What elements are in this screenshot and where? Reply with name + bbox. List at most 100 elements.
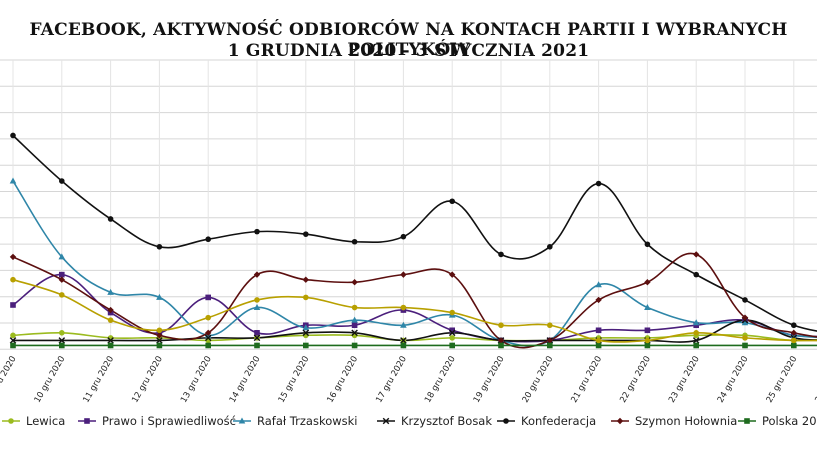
data-point bbox=[400, 321, 407, 328]
data-point bbox=[400, 342, 407, 349]
data-point bbox=[205, 314, 211, 321]
data-point bbox=[205, 342, 211, 349]
data-point bbox=[59, 178, 65, 184]
legend-marker bbox=[382, 417, 390, 425]
data-point bbox=[449, 309, 456, 316]
data-point bbox=[9, 337, 17, 344]
x-tick-label: 10 gru 2020 bbox=[33, 355, 68, 405]
legend-item: Szymon Hołownia bbox=[611, 414, 737, 428]
data-point bbox=[742, 335, 748, 341]
data-point bbox=[741, 319, 749, 326]
data-point bbox=[498, 322, 504, 329]
legend-item: Krzysztof Bosak bbox=[377, 414, 492, 428]
data-point bbox=[107, 216, 114, 222]
data-point bbox=[351, 279, 358, 286]
data-point bbox=[205, 329, 212, 337]
data-point bbox=[693, 330, 699, 336]
x-axis-ticks: 9 gru 2020 10 gru 2020 11 gru 2020 12 gru 2… bbox=[0, 355, 817, 405]
data-point bbox=[741, 314, 749, 321]
data-point bbox=[644, 337, 651, 344]
data-point bbox=[302, 324, 310, 331]
data-point bbox=[204, 334, 212, 342]
x-tick-label: 24 gru 2020 bbox=[716, 355, 751, 405]
data-point bbox=[351, 322, 358, 329]
data-point bbox=[59, 292, 65, 298]
legend-label: Krzysztof Bosak bbox=[401, 414, 492, 428]
data-point bbox=[10, 276, 16, 283]
data-point bbox=[400, 233, 407, 240]
data-point bbox=[547, 342, 553, 349]
data-point bbox=[644, 342, 651, 349]
data-point bbox=[156, 337, 163, 344]
data-point bbox=[595, 281, 602, 288]
x-tick-label: 16 gru 2020 bbox=[325, 355, 360, 405]
data-point bbox=[547, 322, 553, 329]
data-point bbox=[595, 342, 602, 349]
legend-marker bbox=[744, 418, 750, 424]
series-line-7 bbox=[12, 278, 817, 343]
x-tick-label: 13 gru 2020 bbox=[179, 355, 214, 405]
data-point bbox=[595, 296, 602, 304]
data-point bbox=[156, 342, 163, 349]
x-tick-label: 12 gru 2020 bbox=[130, 355, 165, 405]
data-point bbox=[107, 288, 114, 295]
data-point bbox=[742, 297, 748, 303]
data-point bbox=[254, 342, 260, 349]
legend-marker bbox=[8, 418, 14, 424]
data-point bbox=[10, 342, 16, 349]
data-point bbox=[156, 332, 163, 339]
grid-lines bbox=[0, 59, 817, 350]
data-point bbox=[693, 322, 699, 329]
series-line-0 bbox=[12, 331, 817, 342]
data-point bbox=[693, 342, 699, 349]
data-point bbox=[400, 304, 407, 311]
data-point bbox=[58, 276, 65, 283]
data-point bbox=[449, 335, 456, 341]
data-point bbox=[547, 244, 553, 250]
series-line-3 bbox=[13, 319, 817, 343]
data-point bbox=[107, 342, 114, 349]
data-point bbox=[644, 279, 651, 286]
data-point bbox=[351, 342, 358, 349]
data-point bbox=[303, 231, 309, 237]
data-point bbox=[644, 327, 651, 334]
x-tick-label: 23 gru 2020 bbox=[667, 355, 702, 405]
data-point bbox=[595, 327, 602, 334]
legend-marker bbox=[503, 418, 509, 424]
legend-item: Lewica bbox=[2, 414, 65, 428]
data-point bbox=[253, 334, 261, 342]
data-point bbox=[59, 330, 65, 336]
data-point bbox=[302, 276, 309, 283]
data-point bbox=[303, 342, 309, 349]
legend-marker bbox=[84, 418, 90, 424]
data-point bbox=[254, 228, 260, 235]
data-point bbox=[10, 332, 16, 339]
data-point bbox=[351, 304, 358, 311]
data-point bbox=[303, 294, 309, 301]
data-point bbox=[107, 337, 114, 344]
legend-label: Konfederacja bbox=[521, 414, 596, 428]
x-tick-label: 9 gru 2020 bbox=[0, 355, 19, 400]
data-point bbox=[254, 297, 260, 303]
data-point bbox=[449, 342, 455, 349]
data-point bbox=[253, 271, 261, 278]
legend-marker bbox=[616, 417, 624, 425]
data-point bbox=[205, 294, 211, 301]
legend-item: Konfederacja bbox=[497, 414, 596, 428]
data-point bbox=[693, 271, 699, 278]
data-point bbox=[59, 271, 65, 278]
data-point bbox=[790, 329, 797, 337]
data-point bbox=[254, 330, 260, 336]
data-point bbox=[595, 180, 602, 187]
data-point bbox=[59, 342, 65, 349]
data-point bbox=[58, 253, 66, 260]
data-point bbox=[693, 251, 700, 258]
legend-item: Rafał Trzaskowski bbox=[233, 414, 357, 428]
data-point bbox=[156, 327, 163, 334]
data-point bbox=[595, 337, 602, 344]
x-tick-label: 19 gru 2020 bbox=[472, 355, 507, 405]
legend-marker bbox=[238, 417, 246, 424]
legend-item: Polska 2050 bbox=[738, 414, 817, 428]
data-point bbox=[156, 293, 163, 300]
data-point bbox=[692, 319, 700, 326]
